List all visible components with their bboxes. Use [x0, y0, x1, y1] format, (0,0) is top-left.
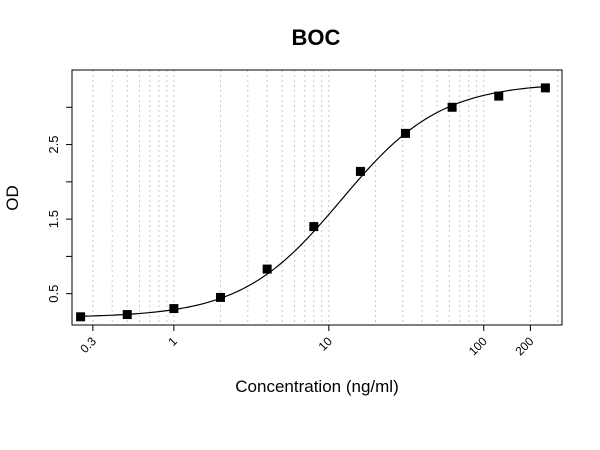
y-axis-label: OD [3, 185, 22, 211]
data-point [494, 91, 504, 101]
data-points [76, 83, 550, 322]
y-tick-label: 2.5 [46, 136, 61, 154]
x-axis: 0.3 1 10 100 200 [77, 325, 537, 358]
grid [92, 70, 559, 325]
data-point [447, 102, 457, 112]
y-tick-label: 0.5 [46, 285, 61, 303]
data-point [169, 304, 179, 314]
data-point [355, 166, 365, 176]
data-point [262, 264, 272, 274]
fit-curve-layer [80, 85, 546, 317]
y-tick-label: 1.5 [46, 210, 61, 228]
data-point [76, 312, 86, 322]
y-axis: 0.5 1.5 2.5 [46, 106, 72, 303]
data-point [122, 310, 132, 320]
data-point [540, 83, 550, 93]
data-point [216, 292, 226, 302]
x-tick-label: 200 [512, 334, 536, 358]
x-tick-label: 0.3 [77, 334, 99, 356]
chart-title: BOC [292, 25, 341, 50]
fit-curve [80, 85, 546, 317]
x-tick-label: 100 [466, 334, 490, 358]
data-point [400, 128, 410, 138]
plot-frame [71, 69, 563, 326]
data-point [309, 222, 319, 232]
x-tick-label: 10 [316, 334, 336, 354]
x-axis-label: Concentration (ng/ml) [235, 377, 398, 396]
x-tick-label: 1 [165, 334, 180, 349]
